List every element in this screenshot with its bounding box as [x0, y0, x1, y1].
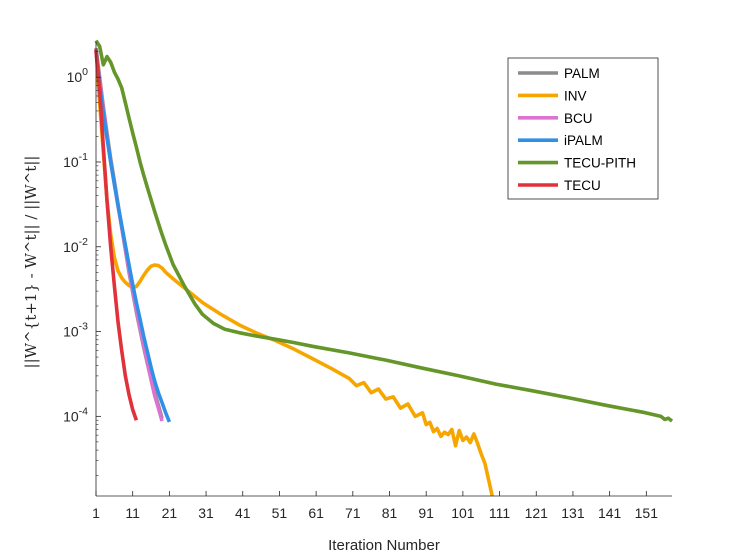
y-tick-label: 10-3 — [63, 321, 88, 340]
series-line-ipalm — [94, 49, 172, 423]
series-line-tecu — [94, 49, 139, 421]
legend-label: BCU — [564, 111, 593, 126]
series-line-tecu-pith — [94, 39, 674, 423]
x-axis-title: Iteration Number — [328, 537, 440, 554]
x-tick-label: 41 — [235, 505, 251, 521]
x-tick-label: 111 — [489, 505, 510, 521]
legend-label: TECU — [564, 178, 601, 193]
y-ticks: 100 10-1 10-2 10-3 10-4 — [63, 51, 101, 476]
x-tick-label: 31 — [198, 505, 214, 521]
y-axis-title: ||W^{t+1} - W^t|| / ||W^t|| — [22, 156, 40, 369]
x-tick-label: 81 — [382, 505, 398, 521]
legend-box — [507, 57, 659, 200]
legend-label: PALM — [564, 66, 600, 81]
x-tick-label: 91 — [418, 505, 434, 521]
x-tick-label: 11 — [125, 505, 140, 521]
x-ticks: 1 11 21 31 41 51 61 71 81 91 101 111 121 131 141 151 — [92, 491, 658, 521]
x-tick-label: 131 — [561, 505, 585, 521]
x-tick-label: 21 — [162, 505, 178, 521]
y-tick-label: 100 — [67, 66, 89, 85]
y-tick-label: 10-4 — [63, 405, 88, 424]
y-tick-label: 10-1 — [63, 151, 88, 170]
x-tick-label: 61 — [308, 505, 324, 521]
x-tick-label: 1 — [92, 505, 100, 521]
x-tick-label: 51 — [272, 505, 288, 521]
x-tick-label: 71 — [345, 505, 361, 521]
x-tick-label: 151 — [635, 505, 659, 521]
legend-label: TECU-PITH — [564, 156, 636, 171]
legend-label: INV — [564, 88, 587, 103]
x-tick-label: 101 — [451, 505, 475, 521]
legend-label: iPALM — [564, 133, 603, 148]
series-layer — [94, 39, 674, 497]
legend: PALM INV BCU iPALM TECU-PITH TECU — [507, 57, 659, 200]
x-tick-label: 141 — [598, 505, 622, 521]
y-tick-label: 10-2 — [63, 236, 88, 255]
x-tick-label: 121 — [525, 505, 549, 521]
